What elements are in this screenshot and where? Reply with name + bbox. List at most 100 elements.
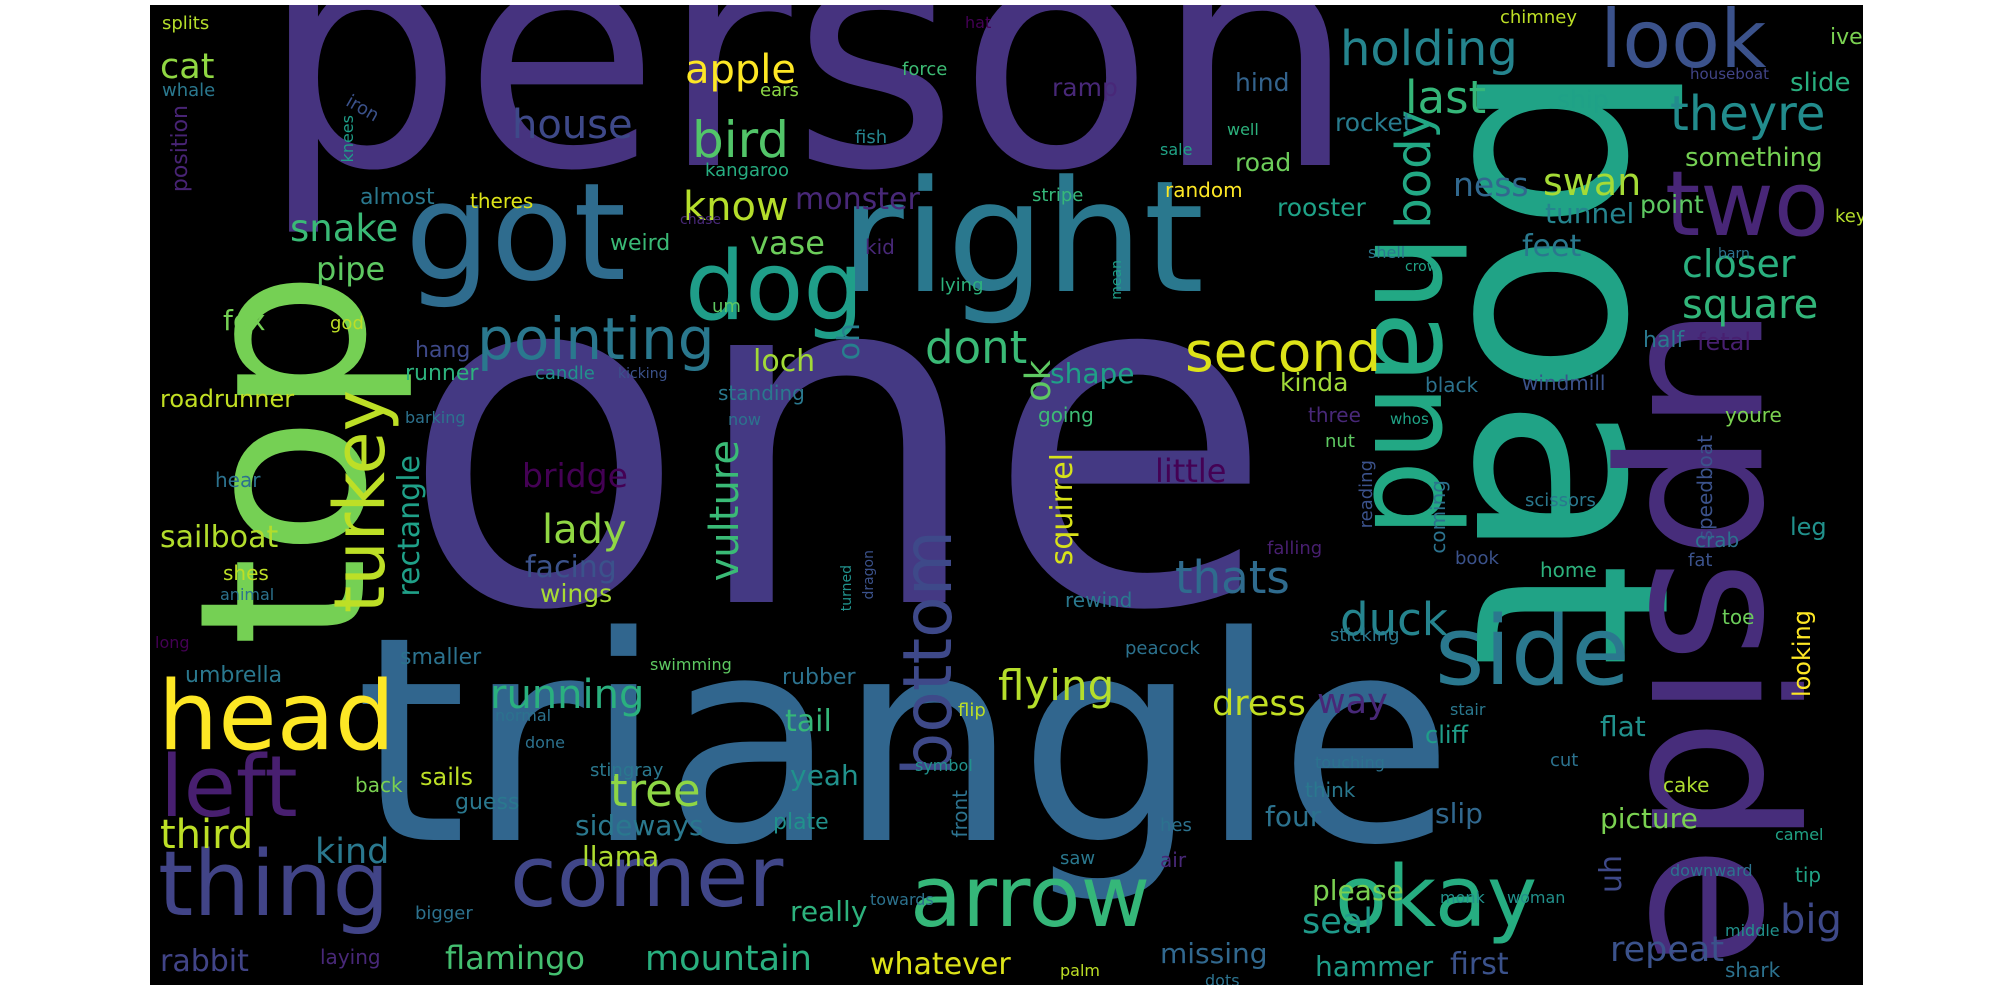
word-left: left [160, 738, 298, 837]
word-look: look [1600, 5, 1767, 86]
word-force: force [902, 59, 948, 80]
word-kangaroo: kangaroo [705, 160, 790, 181]
word-snake: snake [290, 207, 399, 250]
word-missing: missing [1160, 937, 1268, 970]
word-cat: cat [160, 47, 215, 87]
word-swimming: swimming [650, 655, 732, 674]
word-random: random [1165, 178, 1243, 202]
word-well: well [1227, 120, 1259, 139]
word-splits: splits [162, 13, 210, 34]
word-tunnel: tunnel [1545, 197, 1635, 230]
word-whos: whos [1390, 410, 1429, 428]
word-vase: vase [750, 224, 825, 262]
word-squirrel: squirrel [1045, 453, 1080, 566]
word-crow: crow [1405, 259, 1439, 275]
word-toe: toe [1722, 605, 1755, 629]
word-palm: palm [1060, 961, 1100, 980]
word-dress: dress [1212, 684, 1306, 724]
word-air: air [1160, 848, 1187, 872]
word-kicking: kicking [618, 366, 668, 382]
word-looking: looking [1788, 610, 1816, 698]
word-barking: barking [405, 408, 466, 427]
word-whale: whale [162, 80, 216, 101]
word-dragon: dragon [861, 550, 877, 600]
word-monk: monk [1440, 888, 1485, 907]
word-front: front [948, 790, 972, 838]
word-windmill: windmill [1522, 371, 1606, 395]
word-tail: tail [785, 704, 832, 739]
word-corner: corner [510, 828, 784, 927]
word-cliff: cliff [1425, 721, 1469, 749]
word-head: head [158, 662, 396, 772]
word-picture: picture [1600, 802, 1698, 835]
word-bigger: bigger [415, 903, 473, 924]
word-feet: feet [1522, 229, 1582, 264]
word-boat: boat [1413, 60, 1728, 668]
word-triangle: triangle [355, 576, 1454, 908]
word-person: person [260, 5, 1357, 241]
word-guess: guess [455, 790, 520, 815]
word-reading: reading [1356, 460, 1377, 529]
word-second: second [1185, 320, 1382, 384]
word-mean: mean [1109, 260, 1125, 300]
word-crab: crab [1695, 528, 1740, 552]
word-coming: coming [1426, 480, 1450, 554]
word-towards: towards [870, 890, 934, 909]
word-tip: tip [1795, 863, 1822, 887]
word-rectangle: rectangle [392, 455, 427, 597]
word-long: long [155, 633, 190, 652]
word-repeat: repeat [1610, 930, 1725, 970]
word-big: big [1780, 897, 1842, 943]
word-arrow: arrow [910, 848, 1151, 947]
word-barn: barn [1718, 246, 1750, 262]
word-hear: hear [215, 468, 261, 492]
word-fetal: fetal [1697, 328, 1751, 356]
word-cloud: one person triangle boat upside top got … [150, 5, 1863, 985]
word-rooster: rooster [1277, 193, 1366, 222]
word-stingray: stingray [590, 760, 664, 781]
word-um: um [712, 296, 741, 317]
word-woman: woman [1507, 888, 1566, 907]
word-rocket: rocket [1335, 108, 1413, 137]
word-please: please [1312, 874, 1404, 907]
word-rubber: rubber [782, 665, 856, 690]
word-sticking: sticking [1330, 625, 1400, 646]
word-cut: cut [1550, 750, 1579, 771]
word-last: last [1405, 71, 1487, 124]
word-smaller: smaller [400, 645, 482, 670]
word-shark: shark [1725, 958, 1781, 982]
word-scissors: scissors [1525, 490, 1596, 511]
word-llama: llama [582, 840, 660, 873]
word-symbol: symbol [915, 756, 973, 775]
word-turned: turned [839, 565, 855, 612]
word-little: little [1155, 452, 1227, 490]
word-kid: kid [865, 235, 895, 259]
word-back: back [355, 773, 403, 797]
word-runner: runner [405, 361, 479, 386]
word-fox: fox [223, 304, 266, 337]
word-ness: ness [1453, 165, 1529, 204]
word-standing: standing [718, 381, 805, 405]
word-position: position [168, 105, 193, 193]
word-almost: almost [360, 185, 435, 210]
word-theres: theres [470, 189, 534, 213]
word-laying: laying [320, 945, 381, 969]
word-shes: shes [223, 561, 269, 585]
word-flip: flip [958, 700, 986, 721]
word-think: think [1305, 778, 1356, 802]
word-slide: slide [1790, 68, 1851, 98]
word-turkey: turkey [319, 390, 401, 614]
word-fat: fat [1688, 550, 1713, 571]
word-slip: slip [1435, 797, 1483, 830]
word-roadrunner: roadrunner [160, 385, 295, 413]
word-camel: camel [1775, 825, 1824, 844]
word-umbrella: umbrella [185, 663, 283, 688]
word-hat: hat [965, 13, 992, 32]
word-hammer: hammer [1315, 950, 1434, 983]
word-shape: shape [1050, 357, 1135, 390]
word-dont: dont [925, 321, 1028, 374]
word-speedboat: speedboat [1693, 435, 1717, 541]
word-knees: knees [338, 115, 357, 163]
word-uh: uh [1594, 855, 1629, 894]
word-pointing: pointing [477, 305, 715, 373]
